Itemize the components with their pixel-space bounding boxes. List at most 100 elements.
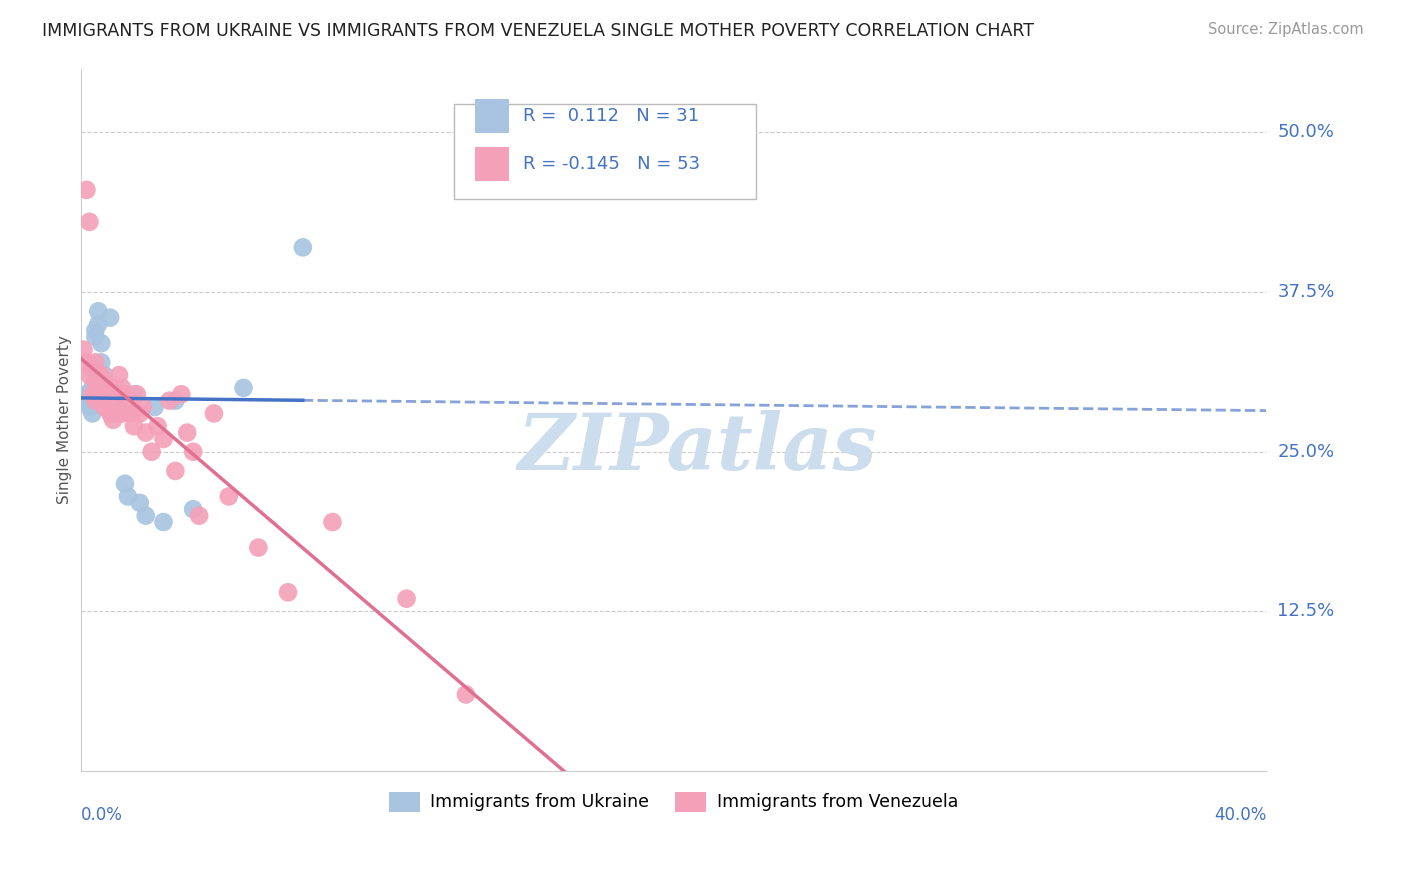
Point <box>84 323 107 337</box>
Text: 40.0%: 40.0% <box>1213 806 1267 824</box>
Point <box>143 400 166 414</box>
Text: R = -0.145   N = 53: R = -0.145 N = 53 <box>523 155 700 173</box>
Point <box>135 508 157 523</box>
Point <box>93 393 115 408</box>
Text: 0.0%: 0.0% <box>80 806 122 824</box>
Point <box>84 355 107 369</box>
Point <box>202 406 225 420</box>
Point <box>75 387 97 401</box>
Point <box>72 393 94 408</box>
Point <box>96 381 118 395</box>
Point <box>117 490 139 504</box>
Point <box>454 688 477 702</box>
Point <box>75 183 97 197</box>
Point <box>165 393 187 408</box>
Point <box>93 400 115 414</box>
Point <box>165 464 187 478</box>
Point <box>105 393 128 408</box>
Point <box>101 413 124 427</box>
Point <box>101 387 124 401</box>
Point <box>90 368 112 383</box>
Point <box>98 310 121 325</box>
Point <box>247 541 270 555</box>
Point <box>141 444 163 458</box>
Bar <box>475 99 509 133</box>
Text: 25.0%: 25.0% <box>1278 442 1334 461</box>
FancyBboxPatch shape <box>454 103 756 199</box>
Point <box>111 406 134 420</box>
Text: ZIPatlas: ZIPatlas <box>517 409 877 486</box>
Point <box>111 381 134 395</box>
Point <box>79 368 101 383</box>
Point <box>321 515 343 529</box>
Point <box>108 393 131 408</box>
Point <box>132 400 155 414</box>
Point <box>135 425 157 440</box>
Point <box>82 387 104 401</box>
Point <box>105 387 128 401</box>
Point <box>176 425 198 440</box>
Point <box>84 393 107 408</box>
Point <box>82 406 104 420</box>
Point <box>101 381 124 395</box>
Point <box>72 343 94 357</box>
Point <box>98 406 121 420</box>
Y-axis label: Single Mother Poverty: Single Mother Poverty <box>58 335 72 504</box>
Point <box>87 368 110 383</box>
Point <box>291 240 314 254</box>
Point <box>96 387 118 401</box>
Point <box>79 400 101 414</box>
Point <box>395 591 418 606</box>
Point <box>87 304 110 318</box>
Text: R =  0.112   N = 31: R = 0.112 N = 31 <box>523 107 699 125</box>
Point <box>114 387 136 401</box>
Point <box>90 381 112 395</box>
Point <box>122 419 145 434</box>
Point <box>218 490 240 504</box>
Point <box>128 496 150 510</box>
Point <box>117 393 139 408</box>
Point <box>96 393 118 408</box>
Point <box>108 368 131 383</box>
Point <box>170 387 193 401</box>
Bar <box>475 147 509 181</box>
Point <box>84 330 107 344</box>
Point <box>93 375 115 389</box>
Point <box>181 444 204 458</box>
Point <box>87 317 110 331</box>
Text: 12.5%: 12.5% <box>1278 602 1334 621</box>
Point <box>90 336 112 351</box>
Point <box>128 406 150 420</box>
Point <box>79 215 101 229</box>
Point <box>232 381 254 395</box>
Point <box>159 393 181 408</box>
Point <box>84 375 107 389</box>
Point <box>120 406 142 420</box>
Point <box>188 508 211 523</box>
Point <box>82 361 104 376</box>
Point <box>114 476 136 491</box>
Point <box>108 406 131 420</box>
Point <box>82 381 104 395</box>
Text: 37.5%: 37.5% <box>1278 283 1334 301</box>
Point <box>75 355 97 369</box>
Point <box>87 387 110 401</box>
Text: Source: ZipAtlas.com: Source: ZipAtlas.com <box>1208 22 1364 37</box>
Point <box>96 381 118 395</box>
Point <box>98 381 121 395</box>
Point <box>105 406 128 420</box>
Point <box>79 387 101 401</box>
Point <box>93 368 115 383</box>
Text: 50.0%: 50.0% <box>1278 123 1334 142</box>
Point <box>125 387 148 401</box>
Point <box>122 387 145 401</box>
Point <box>181 502 204 516</box>
Point <box>152 432 174 446</box>
Point <box>146 419 169 434</box>
Legend: Immigrants from Ukraine, Immigrants from Venezuela: Immigrants from Ukraine, Immigrants from… <box>381 785 965 819</box>
Point <box>111 387 134 401</box>
Point <box>152 515 174 529</box>
Point <box>277 585 299 599</box>
Text: IMMIGRANTS FROM UKRAINE VS IMMIGRANTS FROM VENEZUELA SINGLE MOTHER POVERTY CORRE: IMMIGRANTS FROM UKRAINE VS IMMIGRANTS FR… <box>42 22 1035 40</box>
Point <box>90 355 112 369</box>
